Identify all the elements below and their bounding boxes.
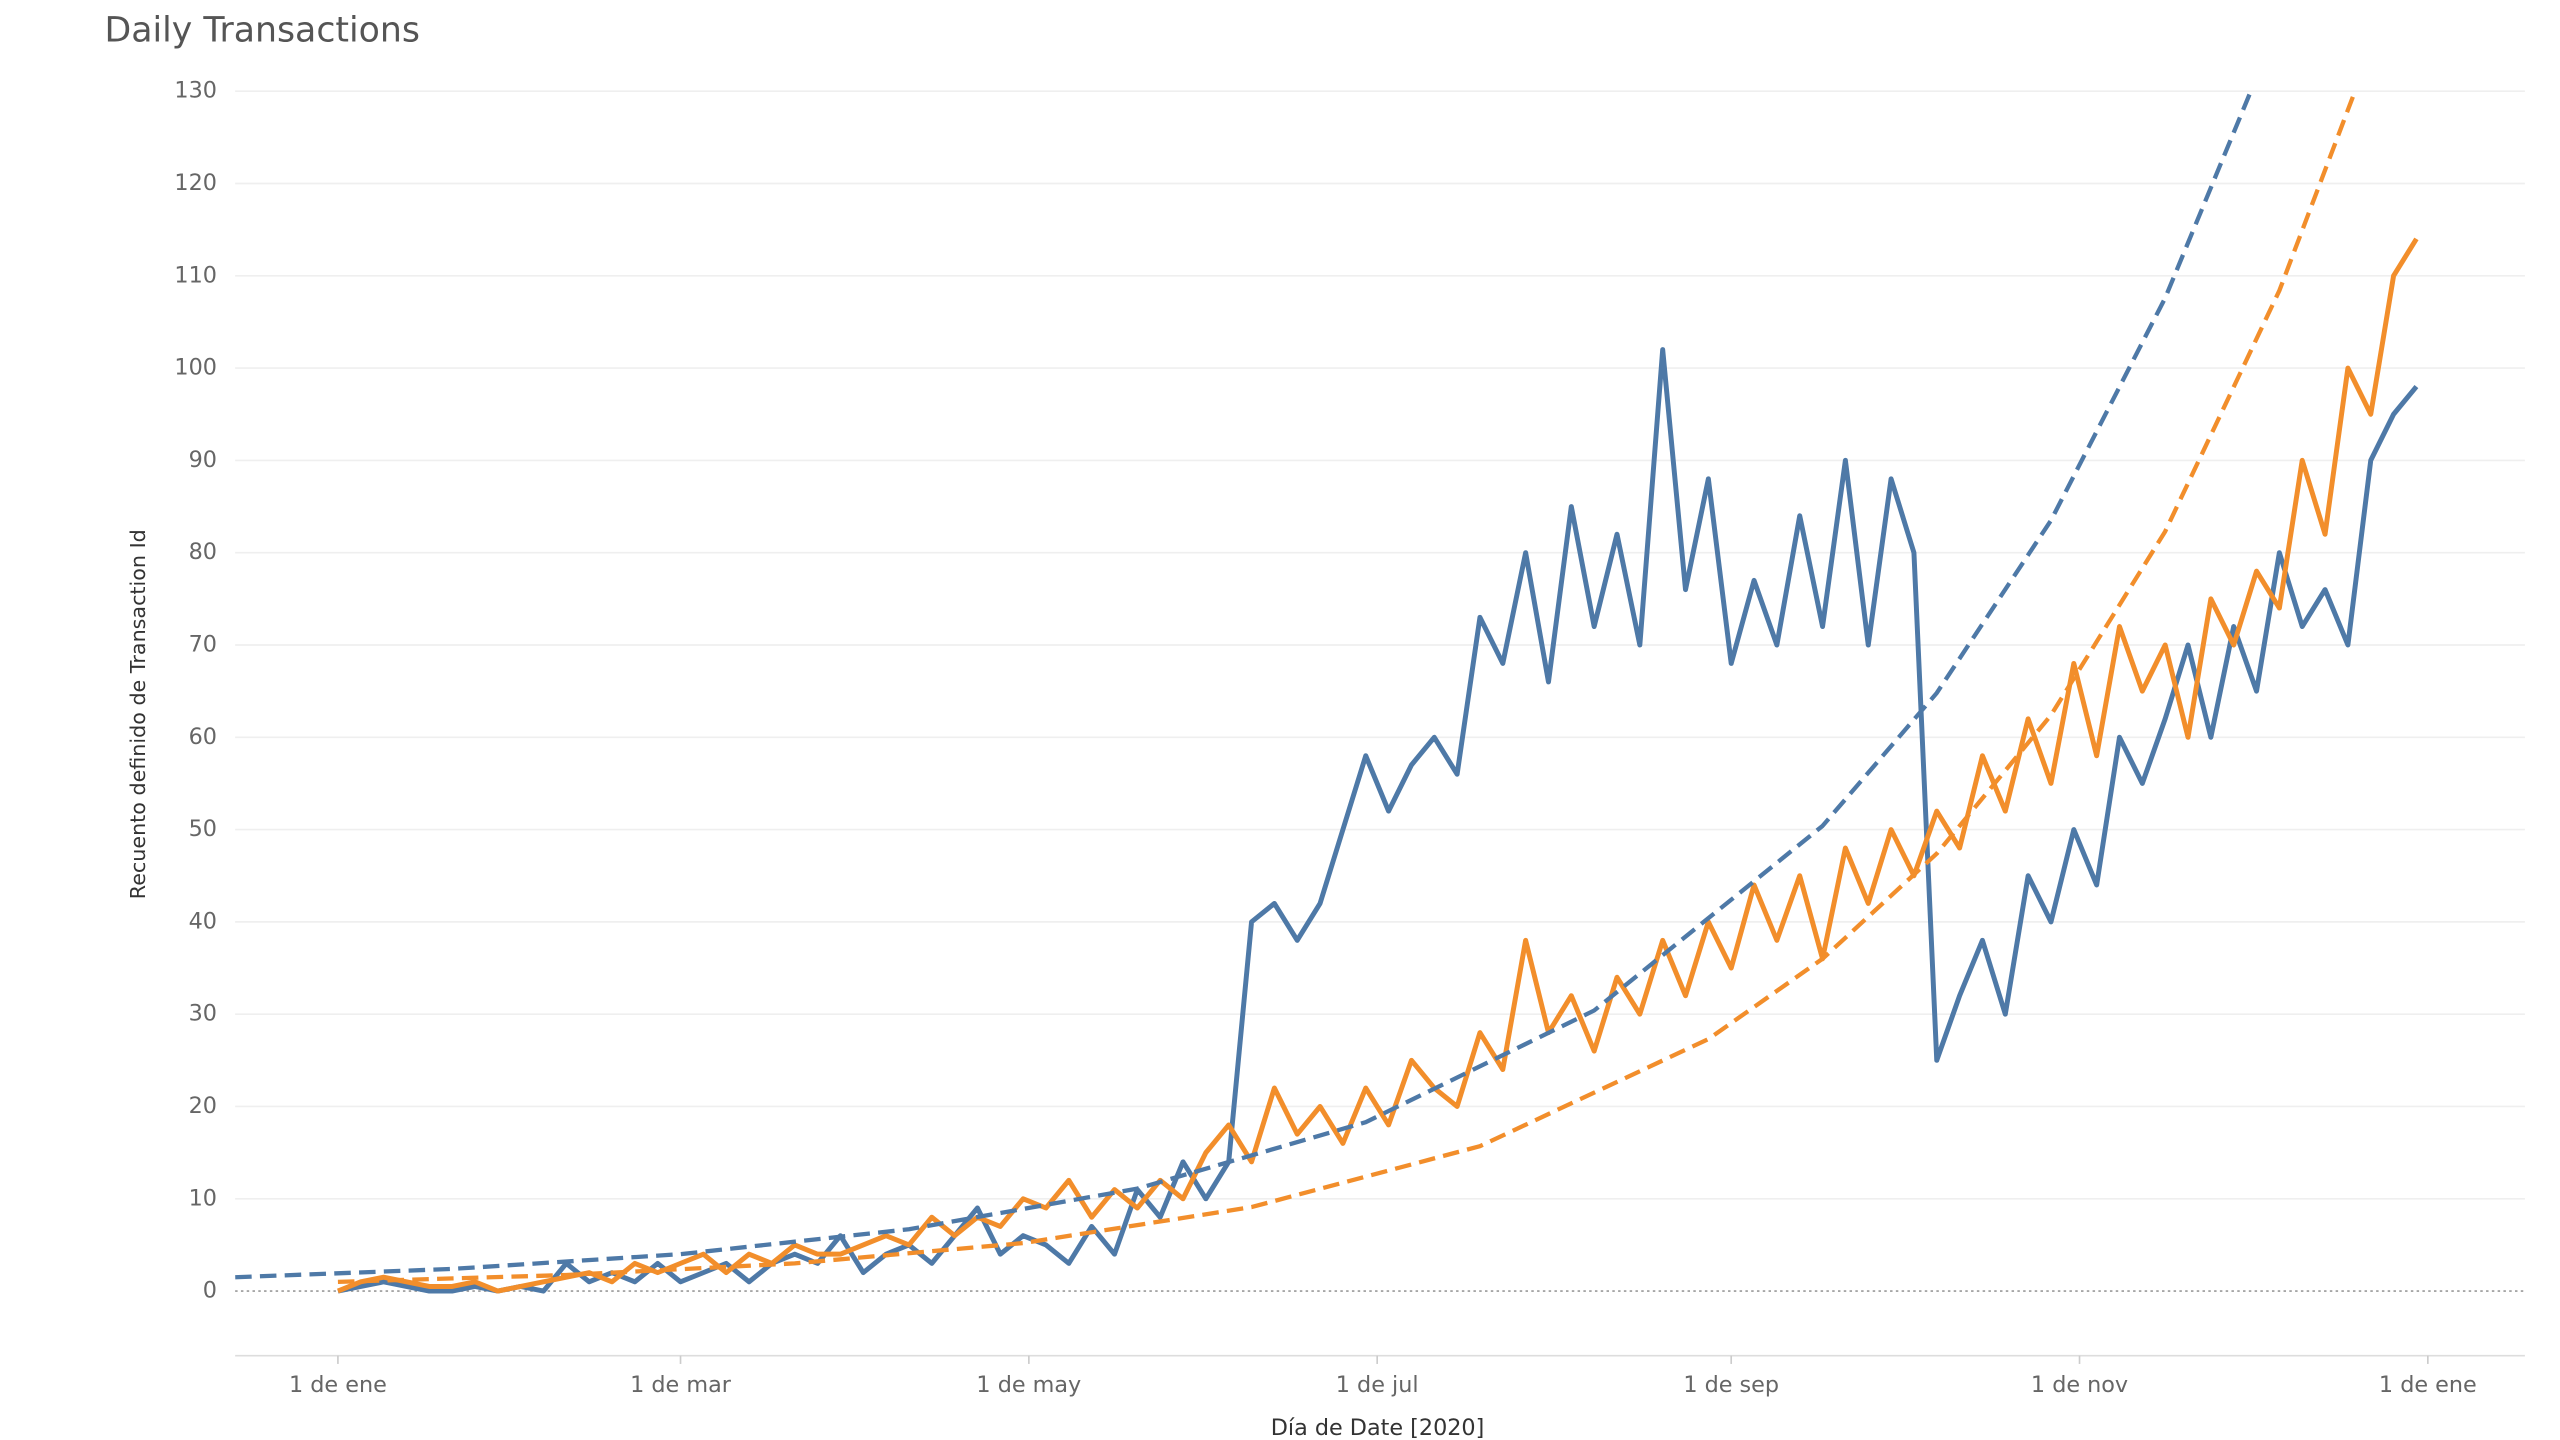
trend-line: [235, 90, 2253, 1280]
y-tick-label: 70: [189, 631, 217, 657]
x-tick-label: 1 de nov: [2031, 1372, 2128, 1398]
series-line: [337, 347, 2419, 1294]
y-tick-label: 40: [189, 908, 217, 934]
series-line: [336, 237, 2419, 1294]
y-tick-label: 120: [174, 170, 217, 196]
y-tick-label: 90: [189, 447, 217, 473]
y-tick-label: 100: [174, 355, 217, 381]
y-tick-label: 60: [189, 724, 217, 750]
y-tick-label: 110: [174, 262, 217, 288]
y-tick-label: 80: [189, 539, 217, 565]
x-tick-label: 1 de mar: [630, 1372, 732, 1398]
y-tick-label: 10: [189, 1185, 217, 1211]
x-tick-label: 1 de ene: [2379, 1372, 2477, 1398]
trend-line: [337, 94, 2356, 1284]
x-tick-label: 1 de may: [976, 1372, 1081, 1398]
y-tick-label: 0: [203, 1278, 217, 1304]
x-tick-label: 1 de sep: [1683, 1372, 1779, 1398]
x-tick-label: 1 de jul: [1336, 1372, 1419, 1398]
x-axis-label: Día de Date [2020]: [1271, 1415, 1485, 1440]
y-tick-label: 130: [174, 78, 217, 104]
x-tick-label: 1 de ene: [289, 1372, 387, 1398]
y-tick-label: 20: [189, 1093, 217, 1119]
plot-area: [235, 90, 2419, 1294]
chart-title: Daily Transactions: [105, 10, 420, 50]
y-tick-label: 30: [189, 1001, 217, 1027]
y-tick-label: 50: [189, 816, 217, 842]
y-axis-label: Recuento definido de Transaction Id: [126, 529, 150, 899]
